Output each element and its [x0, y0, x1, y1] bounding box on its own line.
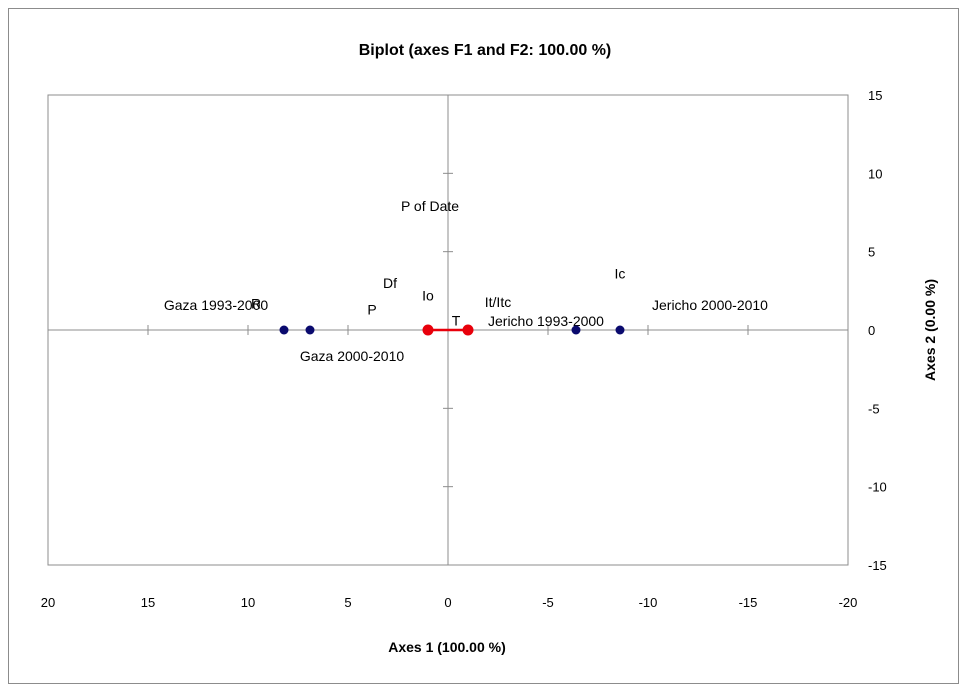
- variable-label: P of Date: [401, 198, 459, 214]
- variable-label: R: [251, 295, 261, 311]
- y-tick-label: 0: [868, 323, 875, 338]
- observation-label: Jericho 1993-2000: [488, 313, 604, 329]
- observation-point: [571, 325, 581, 335]
- y-tick-label: 15: [868, 88, 882, 103]
- y-tick-label: 10: [868, 166, 882, 181]
- variable-label: P: [367, 302, 376, 318]
- labels-layer: R P Df Io T It/Itc Ic P of Date Gaza 1993-2000 Ga…: [164, 198, 768, 364]
- x-tick-label: 15: [141, 595, 155, 610]
- variable-point: [462, 324, 474, 336]
- x-tick-label: 20: [41, 595, 55, 610]
- variable-label: T: [452, 313, 461, 329]
- y-tick-label: -5: [868, 401, 880, 416]
- observation-point: [279, 325, 289, 335]
- observation-point: [305, 325, 315, 335]
- chart-title: Biplot (axes F1 and F2: 100.00 %): [359, 42, 612, 59]
- x-tick-label: 0: [444, 595, 451, 610]
- x-axis-title: Axes 1 (100.00 %): [388, 639, 506, 655]
- variable-label: Io: [422, 288, 434, 304]
- y-tick-label: -15: [868, 558, 887, 573]
- x-tick-label: -10: [639, 595, 658, 610]
- variable-label: Ic: [615, 266, 626, 282]
- x-tick-label: -15: [739, 595, 758, 610]
- observation-label: Gaza 2000-2010: [300, 348, 405, 364]
- x-tick-label: -20: [839, 595, 858, 610]
- marks-layer: [279, 324, 625, 336]
- x-tick-label: 10: [241, 595, 255, 610]
- variable-label: It/Itc: [485, 294, 511, 310]
- observation-point: [615, 325, 625, 335]
- observation-label: Jericho 2000-2010: [652, 297, 768, 313]
- x-tick-label: -5: [542, 595, 554, 610]
- observation-label: Gaza 1993-2000: [164, 297, 269, 313]
- y-axis-title: Axes 2 (0.00 %): [922, 279, 938, 381]
- y-tick-label: 5: [868, 245, 875, 260]
- chart-frame: [8, 8, 959, 684]
- axes-layer: 20 15 10 5 0 -5 -10 -15 -20 15 10 5 0 -5 -10 -15: [41, 88, 887, 610]
- variable-point: [422, 324, 434, 336]
- x-tick-label: 5: [344, 595, 351, 610]
- y-tick-label: -10: [868, 480, 887, 495]
- variable-label: Df: [383, 275, 397, 291]
